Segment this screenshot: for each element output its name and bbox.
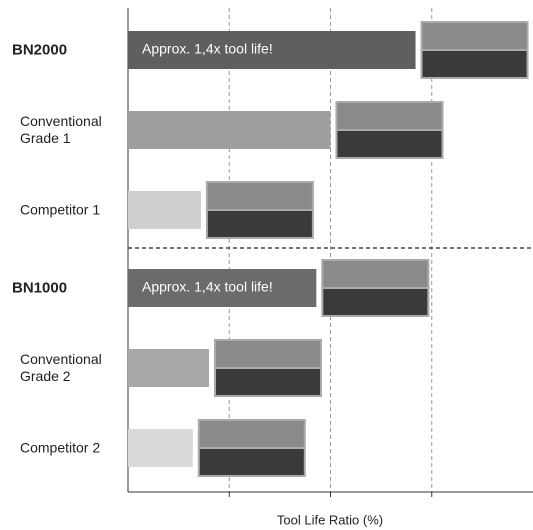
category-label: BN2000 (12, 41, 68, 59)
photo-top (335, 101, 444, 131)
photo-top (197, 419, 306, 449)
category-label: Competitor 2 (20, 439, 101, 456)
bar (128, 349, 209, 387)
photo-bottom (420, 49, 529, 79)
annotation: Approx. 1,4x tool life! (142, 41, 273, 57)
category-label: Conventional Grade 1 (20, 113, 102, 146)
photo-top (420, 21, 529, 51)
category-label: Conventional Grade 2 (20, 351, 102, 384)
bar (128, 429, 193, 467)
photo-bottom (335, 129, 444, 159)
photo-top (205, 181, 314, 211)
photo-top (214, 339, 322, 369)
photo-bottom (214, 367, 322, 397)
photo-bottom (205, 209, 314, 239)
x-axis-label: Tool Life Ratio (%) (277, 512, 383, 527)
photo-top (321, 259, 430, 289)
photo-bottom (321, 287, 430, 317)
photo-bottom (197, 447, 306, 477)
bar (128, 269, 317, 307)
annotation: Approx. 1,4x tool life! (142, 279, 273, 295)
bar (128, 191, 201, 229)
bar (128, 111, 331, 149)
category-label: BN1000 (12, 279, 68, 297)
bar (128, 31, 416, 69)
category-label: Competitor 1 (20, 201, 101, 218)
